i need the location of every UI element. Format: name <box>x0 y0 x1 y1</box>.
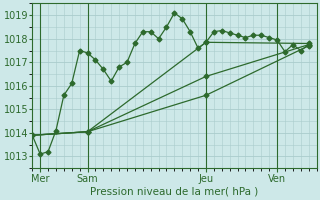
X-axis label: Pression niveau de la mer( hPa ): Pression niveau de la mer( hPa ) <box>90 187 259 197</box>
